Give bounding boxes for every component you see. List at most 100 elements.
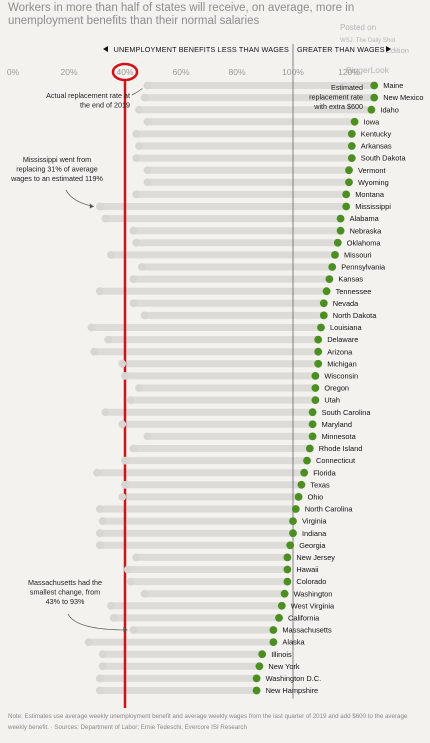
state-label: North Dakota <box>333 311 377 320</box>
state-label: Missouri <box>344 251 372 260</box>
end-dot <box>342 202 351 211</box>
start-dot <box>129 626 138 634</box>
end-dot <box>308 432 317 441</box>
state-label: New Jersey <box>296 553 335 562</box>
end-dot <box>345 178 353 187</box>
end-dot <box>255 662 264 671</box>
start-dot <box>87 323 96 332</box>
start-dot <box>107 251 115 259</box>
end-dot <box>314 347 323 356</box>
state-label: Oregon <box>324 384 349 393</box>
end-dot <box>328 263 337 271</box>
massachusetts-annotation: Massachusetts had the smallest change, fr… <box>28 578 102 606</box>
start-dot <box>98 662 107 671</box>
state-label: Texas <box>310 480 330 489</box>
start-dot <box>132 154 141 163</box>
start-dot <box>143 432 152 441</box>
state-label: New York <box>268 662 300 671</box>
watermark-edition: Edition <box>386 46 409 55</box>
state-label: Washington <box>294 589 333 598</box>
end-dot <box>308 408 317 417</box>
chart-footnote: Note: Estimates use average weekly unemp… <box>8 713 408 731</box>
start-dot <box>132 553 141 562</box>
x-tick-label: 120% <box>338 67 360 77</box>
end-dot <box>300 468 309 477</box>
start-dot <box>129 444 138 453</box>
start-dot <box>95 674 104 683</box>
end-dot <box>311 384 320 392</box>
start-dot <box>95 505 104 513</box>
state-label: California <box>288 614 320 623</box>
state-label: Maine <box>383 81 403 90</box>
state-label: Connecticut <box>316 456 355 465</box>
mississippi-annotation: Mississippi went from replacing 31% of av… <box>10 155 103 183</box>
end-dot <box>252 674 261 683</box>
state-label: South Dakota <box>361 154 407 163</box>
start-dot <box>143 178 152 187</box>
end-dot <box>347 154 356 163</box>
state-label: Colorado <box>296 577 326 586</box>
legend-start-arrow <box>131 88 143 96</box>
state-label: Delaware <box>327 335 358 344</box>
start-dot <box>104 335 113 344</box>
state-label: Washington D.C. <box>266 674 322 683</box>
end-dot <box>350 117 359 126</box>
end-dot <box>347 142 356 150</box>
end-dot <box>345 166 353 175</box>
mississippi-arrow <box>65 189 94 207</box>
state-label: Pennsylvania <box>341 263 386 272</box>
state-label: Rhode Island <box>319 444 363 453</box>
end-dot <box>347 130 356 138</box>
legend-end-annotation: Estimated replacement rate with extra $600 <box>309 83 363 111</box>
start-dot <box>135 105 143 114</box>
state-label: Wyoming <box>358 178 389 187</box>
end-dot <box>336 226 345 235</box>
end-dot <box>308 420 317 429</box>
end-dot <box>336 214 345 223</box>
end-dot <box>252 686 261 695</box>
legend-start-annotation: Actual replacement rate at the end of 201… <box>46 91 130 110</box>
start-dot <box>137 263 146 271</box>
start-dot <box>95 529 104 538</box>
start-dot <box>143 81 152 90</box>
end-dot <box>311 372 320 380</box>
state-label: Nebraska <box>350 226 383 235</box>
state-label: Kentucky <box>361 130 392 139</box>
x-tick-label: 0% <box>7 67 20 77</box>
start-dot <box>140 589 149 598</box>
end-dot <box>314 335 323 344</box>
start-dot <box>95 202 104 211</box>
end-dot <box>283 553 292 562</box>
start-dot <box>98 650 107 659</box>
end-dot <box>305 444 314 453</box>
chart-headline: Workers in more than half of states will… <box>8 2 355 27</box>
end-dot <box>283 577 292 586</box>
header-right-arrow <box>386 46 391 52</box>
state-label: Oklahoma <box>347 238 382 247</box>
header-left-label: UNEMPLOYMENT BENEFITS LESS THAN WAGES <box>114 45 289 54</box>
start-dot <box>129 299 138 308</box>
end-dot <box>294 493 303 501</box>
state-label: Ohio <box>308 493 324 502</box>
state-label: Maryland <box>322 420 352 429</box>
end-dot <box>370 93 379 102</box>
end-dot <box>311 396 320 404</box>
end-dot <box>325 275 334 283</box>
end-dot <box>280 589 289 598</box>
watermark-source: WSJ. The Daily Shot <box>340 38 396 44</box>
end-dot <box>258 650 267 659</box>
end-dot <box>303 456 311 465</box>
start-dot <box>90 347 99 356</box>
end-dot <box>277 601 286 610</box>
state-label: South Carolina <box>322 408 372 417</box>
end-dot <box>291 505 300 513</box>
start-dot <box>132 238 141 247</box>
state-label: North Carolina <box>305 505 354 514</box>
dumbbell-chart: 0% 20% 40% 60% 80% 100% 120% UNEMPLOYMENT BENEF… <box>7 44 423 708</box>
end-dot <box>275 614 283 622</box>
state-label: Hawaii <box>296 565 319 574</box>
start-dot <box>101 408 110 417</box>
start-dot <box>143 117 152 126</box>
end-dot <box>322 287 331 296</box>
watermark-brand: BiggerLook <box>346 65 390 75</box>
